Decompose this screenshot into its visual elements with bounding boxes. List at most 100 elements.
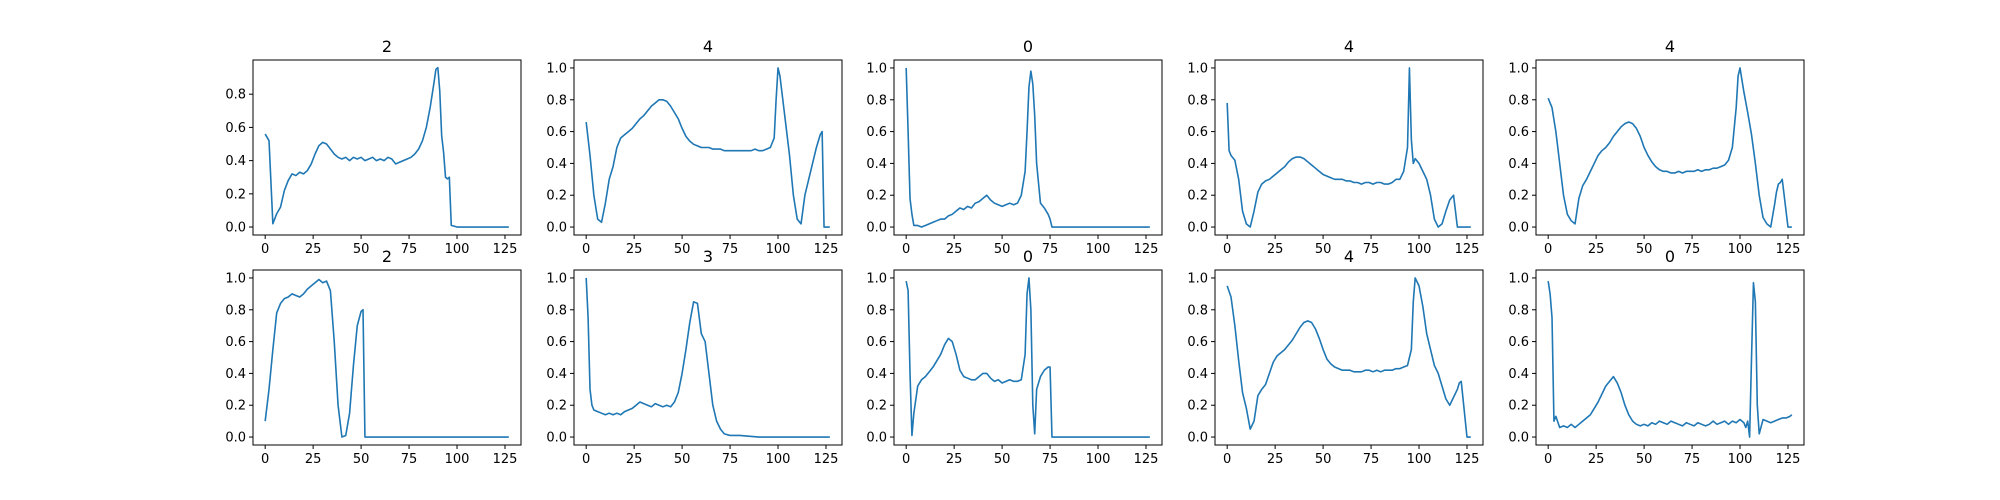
x-tick-label: 125 xyxy=(1455,242,1480,257)
x-tick-label: 0 xyxy=(1223,452,1231,467)
x-tick-label: 100 xyxy=(445,242,470,257)
axes-frame xyxy=(893,269,1163,446)
y-tick-label: 0.0 xyxy=(1508,431,1529,446)
x-tick-label: 75 xyxy=(722,242,739,257)
y-axis: 0.0 0.2 0.4 0.6 0.8 1.0 xyxy=(1508,271,1536,446)
x-tick-label: 50 xyxy=(1636,242,1653,257)
axes-frame xyxy=(252,59,522,236)
subplot-title: 4 xyxy=(1344,37,1354,56)
subplot-grid: 2 0 25 50 75 100 125 0.0 0.2 0.4 0.6 0.8 4 0 25 50 75 100… xyxy=(225,37,1805,467)
x-tick-label: 50 xyxy=(1315,452,1332,467)
x-tick-label: 0 xyxy=(1544,242,1552,257)
y-tick-label: 0.4 xyxy=(546,367,567,382)
subplot-title: 0 xyxy=(1023,247,1033,266)
y-axis: 0.0 0.2 0.4 0.6 0.8 1.0 xyxy=(546,271,574,446)
x-tick-label: 100 xyxy=(1086,242,1111,257)
x-tick-label: 100 xyxy=(766,242,791,257)
x-axis: 0 25 50 75 100 125 xyxy=(1544,235,1800,257)
axes-frame xyxy=(573,59,843,236)
x-tick-label: 25 xyxy=(305,452,322,467)
series-line-1 xyxy=(905,277,1150,438)
y-tick-label: 0.2 xyxy=(546,399,567,414)
x-tick-label: 75 xyxy=(1684,242,1701,257)
x-tick-label: 125 xyxy=(814,242,839,257)
x-tick-label: 50 xyxy=(353,242,370,257)
y-tick-label: 0.4 xyxy=(1187,157,1208,172)
y-tick-label: 0.6 xyxy=(225,121,246,136)
y-tick-label: 0.4 xyxy=(866,157,887,172)
x-tick-label: 100 xyxy=(1407,242,1432,257)
subplot-title: 4 xyxy=(1344,247,1354,266)
subplot-title: 4 xyxy=(703,37,713,56)
y-axis: 0.0 0.2 0.4 0.6 0.8 1.0 xyxy=(546,61,574,236)
y-tick-label: 0.6 xyxy=(1187,335,1208,350)
subplot-9: 4 0 25 50 75 100 125 0.0 0.2 0.4 0.6 0.8 1.0 xyxy=(1187,247,1484,467)
series-line-1 xyxy=(585,277,830,438)
y-tick-label: 1.0 xyxy=(866,61,887,76)
x-tick-label: 125 xyxy=(1455,452,1480,467)
x-tick-label: 0 xyxy=(582,452,590,467)
y-tick-label: 0.0 xyxy=(866,221,887,236)
y-tick-label: 0.6 xyxy=(225,335,246,350)
x-axis: 0 25 50 75 100 125 xyxy=(1223,445,1479,467)
x-tick-label: 75 xyxy=(722,452,739,467)
x-tick-label: 125 xyxy=(1134,452,1159,467)
x-tick-label: 0 xyxy=(261,242,269,257)
x-tick-label: 50 xyxy=(994,242,1011,257)
x-tick-label: 75 xyxy=(1363,242,1380,257)
y-tick-label: 0.2 xyxy=(1187,399,1208,414)
x-tick-label: 0 xyxy=(1223,242,1231,257)
series-line-1 xyxy=(1226,277,1471,438)
axes-frame xyxy=(252,269,522,446)
y-tick-label: 0.0 xyxy=(1508,221,1529,236)
y-tick-label: 1.0 xyxy=(225,271,246,286)
y-axis: 0.0 0.2 0.4 0.6 0.8 1.0 xyxy=(866,271,894,446)
x-tick-label: 25 xyxy=(1267,452,1284,467)
x-tick-label: 0 xyxy=(582,242,590,257)
x-tick-label: 25 xyxy=(1267,242,1284,257)
y-tick-label: 0.8 xyxy=(866,303,887,318)
x-axis: 0 25 50 75 100 125 xyxy=(902,445,1158,467)
x-tick-label: 75 xyxy=(1042,242,1059,257)
y-tick-label: 0.8 xyxy=(1508,303,1529,318)
y-tick-label: 0.4 xyxy=(225,367,246,382)
y-tick-label: 0.0 xyxy=(546,221,567,236)
x-tick-label: 125 xyxy=(493,242,518,257)
y-tick-label: 0.0 xyxy=(225,221,246,236)
x-tick-label: 0 xyxy=(261,452,269,467)
series-line-1 xyxy=(585,67,830,228)
x-tick-label: 125 xyxy=(493,452,518,467)
y-tick-label: 0.6 xyxy=(546,335,567,350)
series-line-1 xyxy=(1226,67,1471,228)
y-tick-label: 0.2 xyxy=(1187,189,1208,204)
y-tick-label: 0.4 xyxy=(1508,157,1529,172)
y-tick-label: 0.2 xyxy=(546,189,567,204)
series-line-1 xyxy=(264,278,509,438)
x-tick-label: 125 xyxy=(1134,242,1159,257)
subplot-title: 3 xyxy=(703,247,713,266)
y-tick-label: 0.4 xyxy=(1187,367,1208,382)
y-tick-label: 0.8 xyxy=(225,88,246,103)
y-tick-label: 0.8 xyxy=(1187,303,1208,318)
x-tick-label: 50 xyxy=(674,242,691,257)
x-tick-label: 125 xyxy=(814,452,839,467)
subplot-title: 0 xyxy=(1665,247,1675,266)
x-axis: 0 25 50 75 100 125 xyxy=(261,445,517,467)
x-axis: 0 25 50 75 100 125 xyxy=(582,445,838,467)
x-tick-label: 75 xyxy=(1363,452,1380,467)
x-tick-label: 25 xyxy=(946,452,963,467)
x-tick-label: 25 xyxy=(1588,452,1605,467)
axes-frame xyxy=(1214,269,1484,446)
y-tick-label: 0.0 xyxy=(1187,431,1208,446)
x-tick-label: 25 xyxy=(946,242,963,257)
x-tick-label: 125 xyxy=(1776,452,1801,467)
subplot-title: 2 xyxy=(382,247,392,266)
y-tick-label: 0.8 xyxy=(546,93,567,108)
x-axis: 0 25 50 75 100 125 xyxy=(1223,235,1479,257)
x-tick-label: 25 xyxy=(626,242,643,257)
y-axis: 0.0 0.2 0.4 0.6 0.8 1.0 xyxy=(866,61,894,236)
y-tick-label: 0.0 xyxy=(546,431,567,446)
subplot-8: 0 0 25 50 75 100 125 0.0 0.2 0.4 0.6 0.8 1.0 xyxy=(866,247,1163,467)
y-axis: 0.0 0.2 0.4 0.6 0.8 xyxy=(225,88,253,236)
y-tick-label: 1.0 xyxy=(1508,61,1529,76)
